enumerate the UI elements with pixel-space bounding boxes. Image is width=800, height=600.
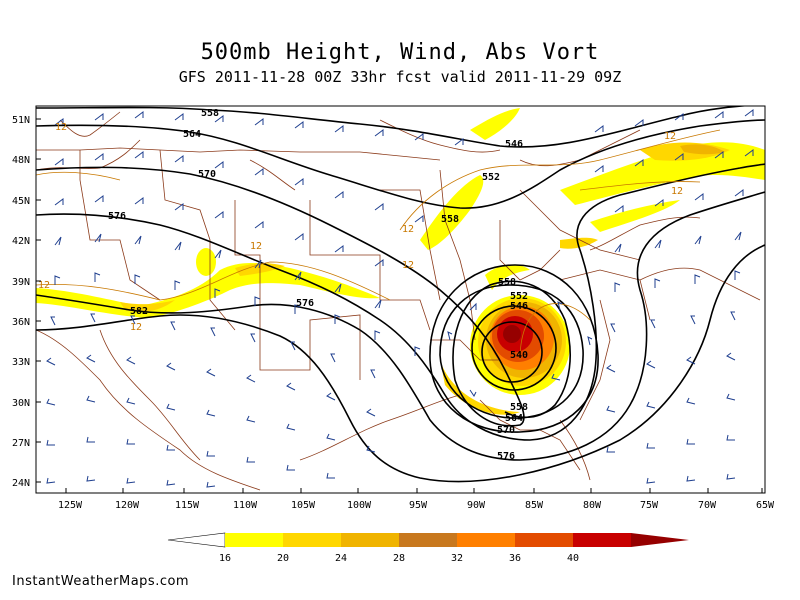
lat-label: 48N: [12, 155, 30, 166]
colorbar-tick-label: 32: [451, 553, 463, 564]
vort-label: 12: [38, 280, 50, 291]
colorbar-segment: [341, 533, 399, 547]
height-label: 576: [497, 451, 515, 462]
height-label: 576: [108, 211, 126, 222]
lon-label: 110W: [233, 500, 258, 511]
lon-label: 65W: [756, 500, 775, 511]
height-label: 558: [441, 214, 459, 225]
lat-label: 51N: [12, 115, 30, 126]
map-frame: [35, 105, 766, 494]
height-label: 576: [296, 298, 314, 309]
colorbar-tick-label: 20: [277, 553, 289, 564]
map-subtitle: GFS 2011-11-28 00Z 33hr fcst valid 2011-…: [178, 68, 622, 86]
lon-label: 75W: [640, 500, 659, 511]
lon-label: 85W: [525, 500, 544, 511]
lat-label: 30N: [12, 398, 30, 409]
lon-label: 100W: [347, 500, 372, 511]
lon-axis: 125W 120W 115W 110W 105W 100W 95W 90W 85…: [58, 500, 775, 511]
vort-label: 12: [130, 322, 142, 333]
height-label: 564: [183, 129, 201, 140]
lon-label: 125W: [58, 500, 83, 511]
lat-label: 39N: [12, 277, 30, 288]
colorbar-segment: [225, 533, 283, 547]
colorbar-tick-label: 28: [393, 553, 405, 564]
colorbar-tick-label: 40: [567, 553, 579, 564]
map-borders: [36, 111, 761, 491]
height-label: 558: [510, 402, 528, 413]
height-contours: [36, 106, 765, 483]
height-labels: 558 564 570 576 582 546 552 558 558 552 …: [108, 108, 528, 462]
height-label: 558: [201, 108, 219, 119]
lon-label: 90W: [467, 500, 486, 511]
lon-label: 80W: [583, 500, 602, 511]
lon-label: 105W: [291, 500, 316, 511]
vort-label: 12: [664, 131, 676, 142]
vort-label: 12: [671, 186, 683, 197]
vort-labels: 12 12 12 12 12 12 12 12: [38, 122, 683, 333]
height-label: 552: [482, 172, 500, 183]
vort-label: 12: [402, 224, 414, 235]
colorbar-tick-label: 24: [335, 553, 347, 564]
vort-label: 12: [250, 241, 262, 252]
colorbar-arrow-low: [167, 532, 226, 548]
colorbar-segment: [515, 533, 573, 547]
lat-label: 45N: [12, 196, 30, 207]
vort-label: 12: [402, 260, 414, 271]
lat-label: 36N: [12, 317, 30, 328]
lat-label: 33N: [12, 357, 30, 368]
height-label: 582: [130, 306, 148, 317]
vort-label: 12: [55, 122, 67, 133]
colorbar-segment: [399, 533, 457, 547]
lat-label: 27N: [12, 438, 30, 449]
colorbar-tick-label: 16: [219, 553, 231, 564]
height-label: 570: [198, 169, 216, 180]
colorbar: 16 20 24 28 32 36 40: [167, 532, 689, 564]
lon-label: 120W: [115, 500, 140, 511]
colorbar-segment: [573, 533, 631, 547]
height-label: 546: [510, 301, 528, 312]
lat-label: 24N: [12, 478, 30, 489]
colorbar-segment: [283, 533, 341, 547]
wind-barbs: [46, 109, 754, 488]
colorbar-tick-label: 36: [509, 553, 521, 564]
height-label: 540: [510, 350, 528, 361]
height-label: 552: [510, 291, 528, 302]
lon-label: 115W: [175, 500, 200, 511]
lat-label: 42N: [12, 236, 30, 247]
lat-ticks: [36, 118, 763, 493]
lon-label: 95W: [409, 500, 428, 511]
map-title: 500mb Height, Wind, Abs Vort: [200, 40, 600, 65]
site-credit: InstantWeatherMaps.com: [12, 574, 190, 589]
lon-label: 70W: [698, 500, 717, 511]
vort-contours: [36, 129, 721, 361]
height-label: 564: [505, 413, 523, 424]
colorbar-arrow-high: [631, 533, 689, 547]
height-label: 558: [498, 277, 516, 288]
height-label: 546: [505, 139, 523, 150]
colorbar-segment: [457, 533, 515, 547]
height-label: 570: [497, 425, 515, 436]
lat-axis: 51N 48N 45N 42N 39N 36N 33N 30N 27N 24N: [12, 115, 30, 489]
